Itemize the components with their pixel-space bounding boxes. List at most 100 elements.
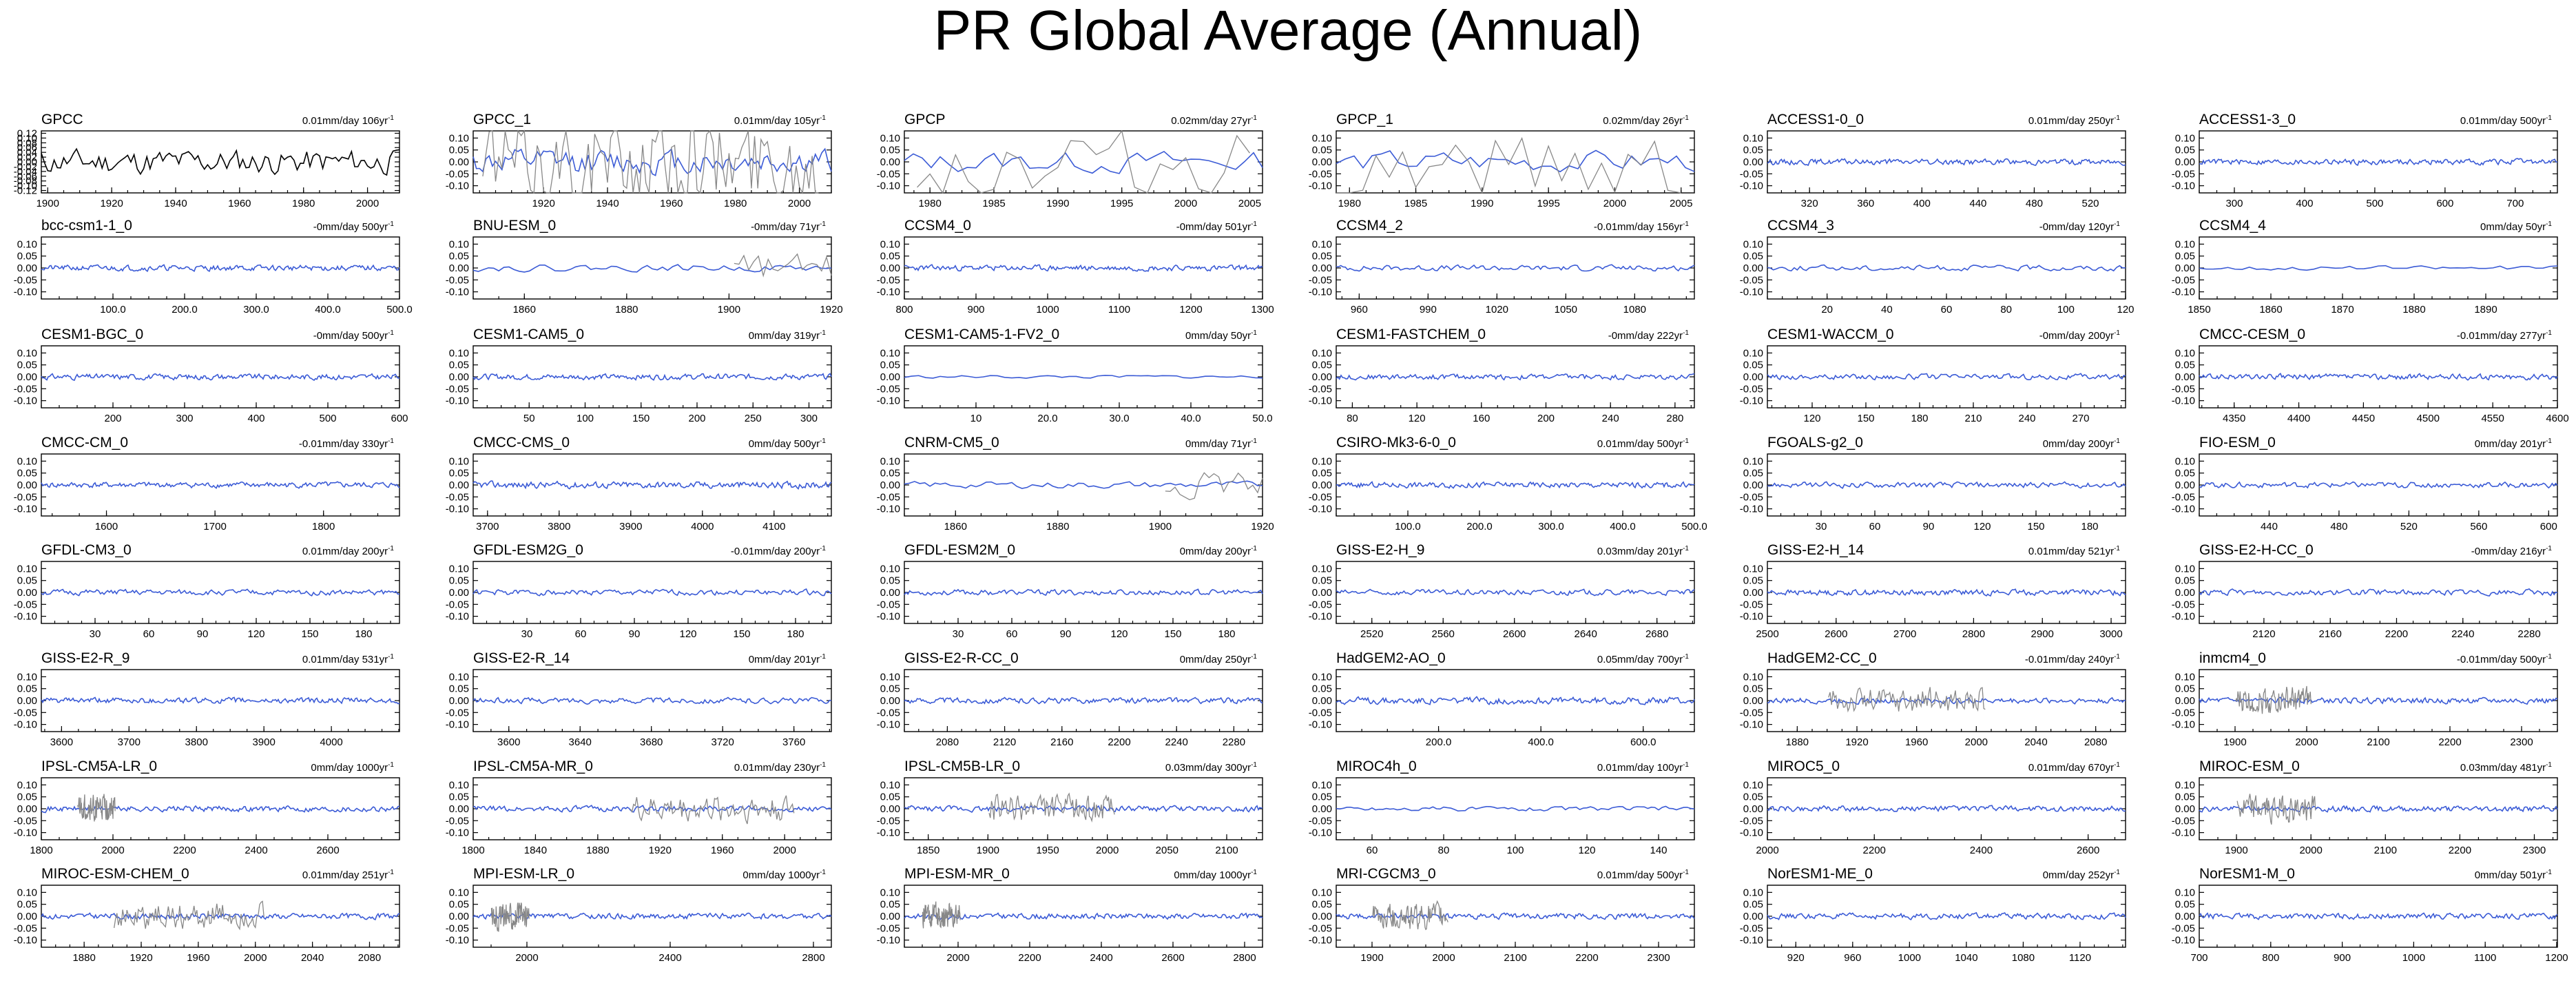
plot-frame	[904, 453, 1263, 517]
x-tick-label: 1880	[2402, 304, 2425, 316]
y-tick-label: 0.05	[880, 575, 900, 587]
panel-title: MPI-ESM-LR_0	[473, 866, 574, 882]
panel-title: GISS-E2-R_9	[41, 650, 129, 666]
panel-ipsl-cm5a-lr_0: IPSL-CM5A-LR_0 0mm/day 1000yr-1 0.100.050.…	[14, 758, 400, 856]
obs-series-line	[922, 901, 961, 929]
x-tick-label: 960	[1351, 304, 1368, 316]
y-tick-label: -0.10	[1740, 395, 1763, 407]
y-tick-label: 0.05	[17, 468, 37, 479]
y-tick-label: 0.00	[880, 371, 900, 383]
x-tick-label: 1860	[513, 304, 536, 316]
trend-unit-superscript: -1	[2546, 437, 2552, 445]
y-tick-label: 0.05	[1743, 360, 1763, 371]
x-tick-label: 160	[1473, 413, 1490, 424]
model-series-line	[1767, 588, 2126, 597]
x-tick-label: 20.0	[1037, 413, 1057, 424]
panel-title: GPCC_1	[473, 112, 531, 127]
x-tick-label: 1880	[586, 845, 609, 856]
y-tick-label: -0.10	[877, 395, 900, 407]
x-tick-label: 1990	[1046, 198, 1069, 209]
x-tick-label: 3000	[2099, 628, 2122, 640]
model-series-line	[904, 150, 1263, 174]
panel-ccsm4_4: CCSM4_4 0mm/day 50yr-1 0.100.050.00-0.05-0…	[2172, 218, 2558, 316]
y-tick-label: -0.05	[446, 599, 469, 610]
trend-label: 0mm/day 200yr-1	[2043, 437, 2121, 450]
panel-giss-e2-r-cc_0: GISS-E2-R-CC_0 0mm/day 250yr-1 0.100.050.0…	[877, 650, 1263, 748]
y-tick-label: 0.10	[1743, 563, 1763, 575]
x-tick-label: 1120	[2069, 952, 2091, 964]
y-tick-label: -0.10	[446, 611, 469, 623]
y-tick-label: 0.10	[449, 238, 469, 250]
x-tick-label: 150	[301, 628, 318, 640]
x-tick-label: 1040	[1955, 952, 1977, 964]
model-series-line	[1336, 696, 1695, 705]
x-tick-label: 1050	[1555, 304, 1577, 316]
panel-ccsm4_2: CCSM4_2 -0.01mm/day 156yr-10.100.050.00-0…	[1309, 218, 1695, 316]
panel-cesm1-cam5_0: CESM1-CAM5_0 0mm/day 319yr-10.100.050.00-…	[446, 327, 832, 424]
y-tick-label: 0.00	[880, 695, 900, 707]
x-tick-label: 2600	[2077, 845, 2099, 856]
panel-title: CCSM4_2	[1336, 218, 1403, 234]
plot-frame	[1336, 885, 1695, 948]
y-tick-label: -0.10	[2172, 935, 2195, 947]
y-tick-label: -0.05	[1740, 815, 1763, 827]
trend-unit-superscript: -1	[2114, 114, 2120, 122]
model-series-line	[472, 480, 832, 490]
panel-title: CESM1-CAM5_0	[473, 327, 584, 342]
x-tick-label: 1980	[724, 198, 747, 209]
trend-label: 0.01mm/day 670yr-1	[2028, 761, 2121, 774]
trend-unit-superscript: -1	[1251, 329, 1257, 337]
x-tick-label: 800	[2262, 952, 2279, 964]
x-tick-label: 270	[2072, 413, 2089, 424]
panel-title: inmcm4_0	[2199, 650, 2266, 666]
x-tick-label: 2200	[2438, 736, 2461, 748]
y-tick-label: 0.10	[1312, 238, 1332, 250]
x-tick-label: 120	[1110, 628, 1128, 640]
x-tick-label: 1900	[1360, 952, 1383, 964]
x-tick-label: 520	[2082, 198, 2099, 209]
y-tick-label: 0.05	[449, 145, 469, 156]
x-tick-label: 1950	[1036, 845, 1059, 856]
page-title: PR Global Average (Annual)	[933, 0, 1643, 62]
panel-title: ACCESS1-3_0	[2199, 112, 2296, 127]
y-tick-label: 0.00	[1743, 803, 1763, 815]
x-tick-label: 440	[2261, 521, 2278, 533]
x-tick-label: 80	[1438, 845, 1450, 856]
y-tick-label: -0.05	[1740, 168, 1763, 180]
panel-gfdl-esm2m_0: GFDL-ESM2M_0 0mm/day 200yr-10.100.050.00-…	[877, 542, 1263, 640]
trend-label: 0mm/day 500yr-1	[749, 437, 827, 450]
panel-title: GISS-E2-R_14	[473, 650, 570, 666]
x-tick-label: 1890	[2474, 304, 2497, 316]
trend-label: 0.01mm/day 521yr-1	[2028, 545, 2121, 557]
model-series-line	[1336, 912, 1695, 920]
x-tick-label: 1940	[164, 198, 187, 209]
trend-unit-superscript: -1	[2114, 220, 2120, 228]
trend-label: -0mm/day 222yr-1	[1608, 329, 1690, 342]
model-series-line	[41, 264, 400, 272]
panel-title: FIO-ESM_0	[2199, 435, 2276, 451]
panel-title: CESM1-WACCM_0	[1767, 327, 1894, 342]
obs-series-line	[490, 902, 530, 932]
trend-unit-superscript: -1	[1683, 869, 1689, 876]
trend-label: -0mm/day 71yr-1	[751, 220, 826, 233]
panel-cesm1-bgc_0: CESM1-BGC_0 -0mm/day 500yr-10.100.050.00-…	[14, 327, 408, 424]
panel-title: CMCC-CESM_0	[2199, 327, 2305, 342]
y-tick-label: 0.10	[1743, 455, 1763, 467]
panel-gpcp: GPCP 0.02mm/day 27yr-1 0.100.050.00-0.05-0…	[877, 112, 1263, 209]
x-tick-label: 3720	[711, 736, 734, 748]
y-tick-label: 0.10	[2175, 132, 2195, 144]
y-tick-label: -0.05	[1309, 274, 1332, 286]
y-tick-label: -0.10	[14, 504, 37, 515]
y-tick-label: -0.10	[1309, 395, 1332, 407]
panel-title: MIROC4h_0	[1336, 758, 1417, 774]
y-tick-label: -0.05	[14, 383, 37, 395]
x-tick-label: 60	[1367, 845, 1378, 856]
x-tick-label: 1980	[918, 198, 941, 209]
y-tick-label: 0.10	[1743, 671, 1763, 683]
y-tick-label: 0.00	[17, 371, 37, 383]
x-tick-label: 100.0	[1395, 521, 1421, 533]
y-tick-label: 0.05	[449, 683, 469, 695]
x-tick-label: 2300	[1647, 952, 1670, 964]
y-tick-label: -0.05	[14, 707, 37, 719]
y-tick-label: -0.10	[877, 611, 900, 623]
